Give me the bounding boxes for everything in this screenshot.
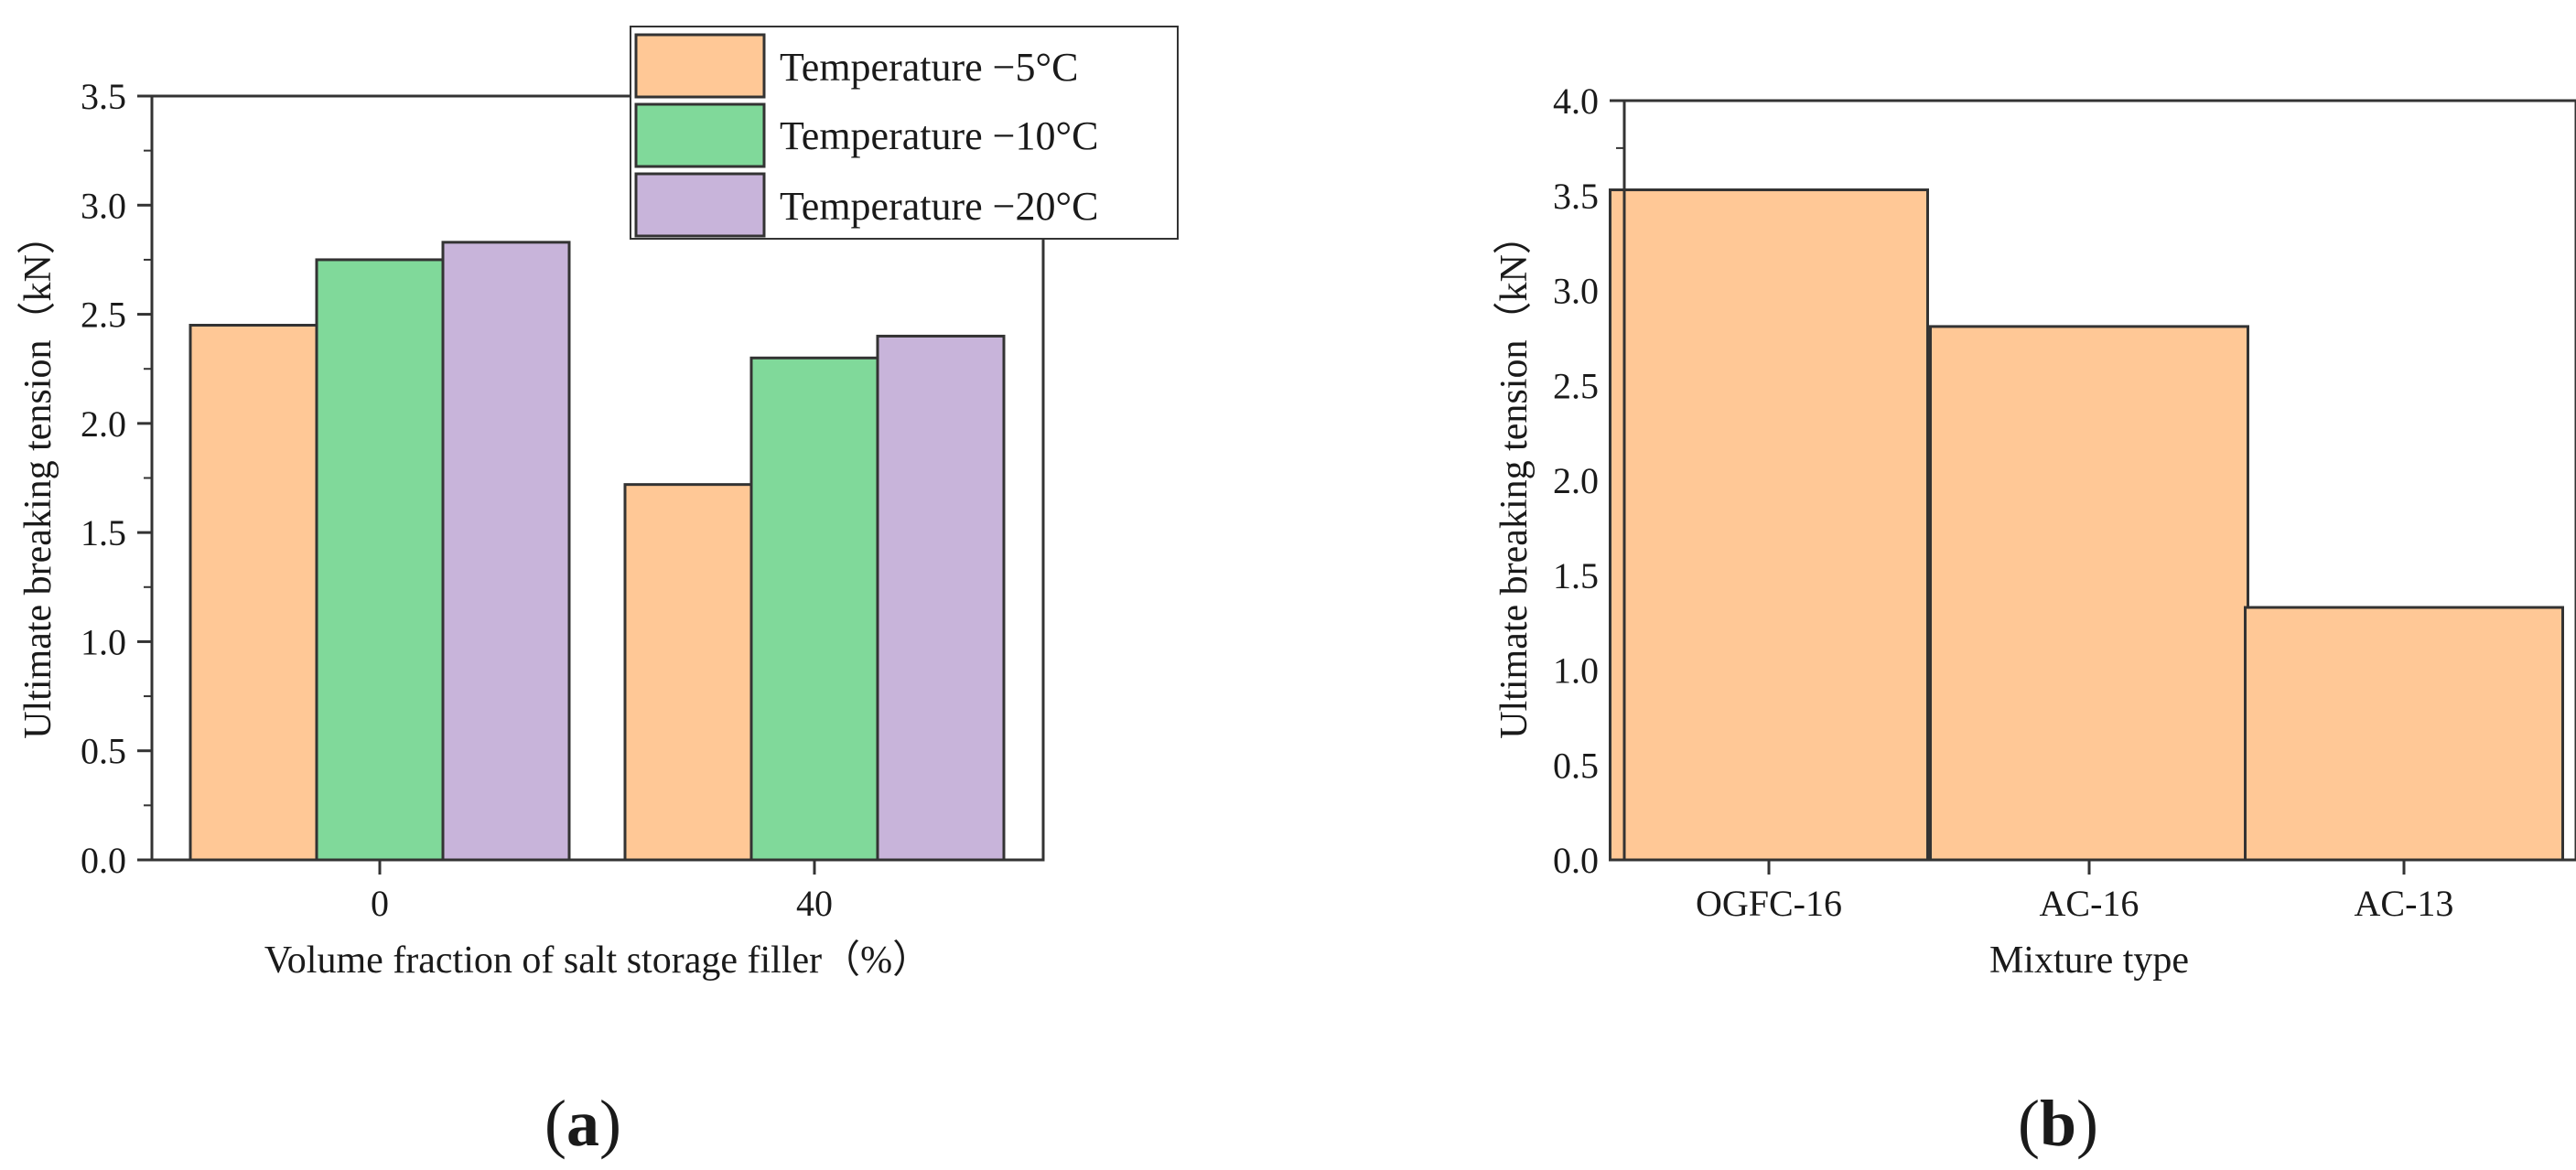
- chart-a-y-tick-label: 1.0: [81, 621, 126, 662]
- chart-b-x-tick-label-ac16: AC-16: [2040, 883, 2139, 924]
- chart-b-y-tick-label: 0.5: [1553, 745, 1599, 786]
- chart-b-bars: [1609, 188, 2564, 862]
- chart-b-x-tick-label-ac13: AC-13: [2355, 883, 2454, 924]
- legend-label-temp-5: Temperature −5°C: [780, 45, 1078, 90]
- figure-label-b-close: ): [2076, 1087, 2098, 1160]
- legend-label-temp-10: Temperature −10°C: [780, 113, 1098, 158]
- figure-label-a: (a): [544, 1087, 621, 1160]
- chart-a-bars: [189, 241, 1006, 862]
- chart-b-y-tick-label: 2.5: [1553, 365, 1599, 406]
- chart-a-x-tick-label-1: 40: [796, 883, 833, 924]
- chart-b-y-tick-label: 0.0: [1553, 840, 1599, 881]
- bar-ogfc-16: [1609, 188, 1929, 862]
- chart-a-x-tick-label-0: 0: [371, 883, 389, 924]
- legend-label-temp-20: Temperature −20°C: [780, 184, 1098, 229]
- chart-a-y-tick-label: 1.5: [81, 512, 126, 553]
- chart-b-y-axis-title: Ultimate breaking tension（kN）: [1493, 216, 1536, 739]
- bar-temp-5-40: [623, 483, 753, 862]
- chart-b-y-tick-label: 3.5: [1553, 176, 1599, 217]
- figure-label-b-open: (: [2018, 1087, 2040, 1160]
- legend-swatch-temp-10: [634, 102, 766, 168]
- legend-swatch-temp-20: [634, 172, 766, 238]
- chart-a-y-tick-label: 3.0: [81, 185, 126, 226]
- chart-b-x-axis-title: Mixture type: [1989, 939, 2189, 982]
- figure-label-a-close: ): [599, 1087, 621, 1160]
- chart-b-y-tick-label: 1.5: [1553, 555, 1599, 596]
- chart-a: 0.0 0.5 1.0 1.5 2.0 2.5 3.0 3.5 0 40 Volume fra…: [17, 26, 1179, 982]
- bar-temp-5-0: [189, 324, 318, 862]
- bar-temp-20-0: [441, 241, 571, 862]
- figure-label-a-letter: a: [566, 1087, 599, 1160]
- chart-b-y-tick-label: 2.0: [1553, 460, 1599, 501]
- chart-b-y-tick-label: 1.0: [1553, 650, 1599, 692]
- chart-a-legend: Temperature −5°C Temperature −10°C Tempe…: [630, 26, 1179, 240]
- chart-b-y-tick-labels: 0.0 0.5 1.0 1.5 2.0 2.5 3.0 3.5 4.0: [1553, 81, 1599, 881]
- chart-b-y-tick-label: 3.0: [1553, 271, 1599, 312]
- chart-a-y-tick-label: 3.5: [81, 76, 126, 117]
- figure-label-a-open: (: [544, 1087, 566, 1160]
- chart-a-y-axis-title: Ultimate breaking tension（kN）: [17, 216, 59, 739]
- chart-a-y-tick-label: 2.0: [81, 403, 126, 445]
- chart-b-plot-frame: [1622, 99, 2576, 862]
- bar-ac-13: [2244, 606, 2564, 862]
- figure-label-b: (b): [2018, 1087, 2098, 1160]
- chart-a-y-tick-labels: 0.0 0.5 1.0 1.5 2.0 2.5 3.0 3.5: [81, 76, 126, 881]
- chart-b-x-tick-label-ogfc16: OGFC-16: [1696, 883, 1842, 924]
- bar-temp-10-0: [315, 258, 445, 862]
- bar-temp-20-40: [876, 334, 1006, 862]
- chart-b-y-tick-label: 4.0: [1553, 81, 1599, 122]
- bar-temp-10-40: [749, 356, 879, 862]
- chart-b: 0.0 0.5 1.0 1.5 2.0 2.5 3.0 3.5 4.0 OGFC-16 AC-1…: [1493, 81, 2576, 982]
- legend-swatch-temp-5: [634, 33, 766, 99]
- bar-ac-16: [1929, 325, 2249, 862]
- chart-a-plot-frame: [150, 94, 1045, 862]
- chart-a-x-axis-title: Volume fraction of salt storage filler（%…: [264, 939, 931, 982]
- chart-a-y-tick-label: 2.5: [81, 295, 126, 336]
- chart-a-y-tick-label: 0.5: [81, 731, 126, 772]
- figure-label-b-letter: b: [2040, 1087, 2076, 1160]
- chart-a-y-tick-label: 0.0: [81, 840, 126, 881]
